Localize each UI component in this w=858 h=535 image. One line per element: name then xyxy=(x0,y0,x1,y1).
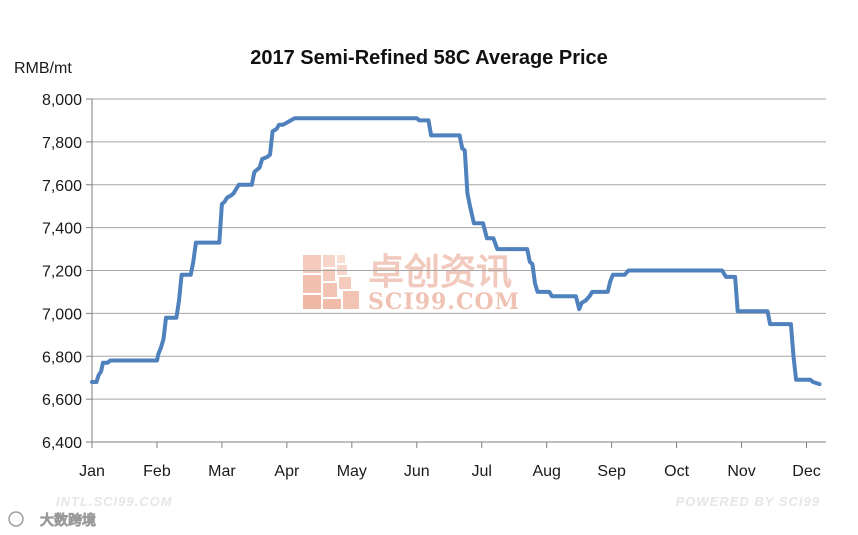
y-tick-label: 7,600 xyxy=(42,178,82,195)
x-tick-label: Jun xyxy=(404,463,430,480)
y-tick-label: 7,200 xyxy=(42,264,82,281)
x-tick-label: Jul xyxy=(472,463,492,480)
x-tick-label: Jan xyxy=(79,463,105,480)
footer-right-text: POWERED BY SCI99 xyxy=(676,494,820,509)
series-lines xyxy=(90,116,822,387)
watermark-cn: 卓创资讯 xyxy=(368,251,512,292)
badge-circle-icon xyxy=(8,511,24,527)
y-tick-label: 7,400 xyxy=(42,221,82,238)
footer-left-text: INTL.SCI99.COM xyxy=(56,494,173,509)
y-tick-label: 6,600 xyxy=(42,392,82,409)
x-tick-label: Aug xyxy=(532,463,560,480)
y-tick-label: 6,400 xyxy=(42,435,82,452)
y-tick-labels: 8,000 7,800 7,600 7,400 7,200 7,000 6,800 6,600… xyxy=(42,92,82,452)
x-tick-label: Apr xyxy=(274,463,300,480)
x-tick-label: Dec xyxy=(792,463,820,480)
y-tick-label: 8,000 xyxy=(42,92,82,109)
x-tick-labels: Jan Feb Mar Apr May Jun Jul Aug Sep Oct Nov Dec xyxy=(79,463,821,480)
gridlines xyxy=(92,98,826,400)
chart-title: 2017 Semi-Refined 58C Average Price xyxy=(250,47,608,69)
corner-badge-text: 大数跨境 xyxy=(40,512,96,528)
sci99-logo-icon xyxy=(303,255,359,309)
x-tick-label: Oct xyxy=(664,463,689,480)
x-tick-label: Sep xyxy=(597,463,626,480)
series-line-semi-refined-58c xyxy=(90,116,822,387)
corner-badge: 大数跨境 xyxy=(8,511,96,528)
x-tick-label: Feb xyxy=(143,463,171,480)
y-tick-label: 6,800 xyxy=(42,349,82,366)
watermark-en: SCI99.COM xyxy=(368,289,520,315)
y-tick-label: 7,000 xyxy=(42,306,82,323)
sci99-watermark: 卓创资讯 SCI99.COM xyxy=(303,251,520,315)
x-tick-label: Nov xyxy=(727,463,755,480)
x-tick-label: Mar xyxy=(208,463,236,480)
axes xyxy=(86,98,826,448)
y-tick-label: 7,800 xyxy=(42,135,82,152)
x-tick-label: May xyxy=(337,463,367,480)
y-axis-unit-label: RMB/mt xyxy=(14,60,72,77)
